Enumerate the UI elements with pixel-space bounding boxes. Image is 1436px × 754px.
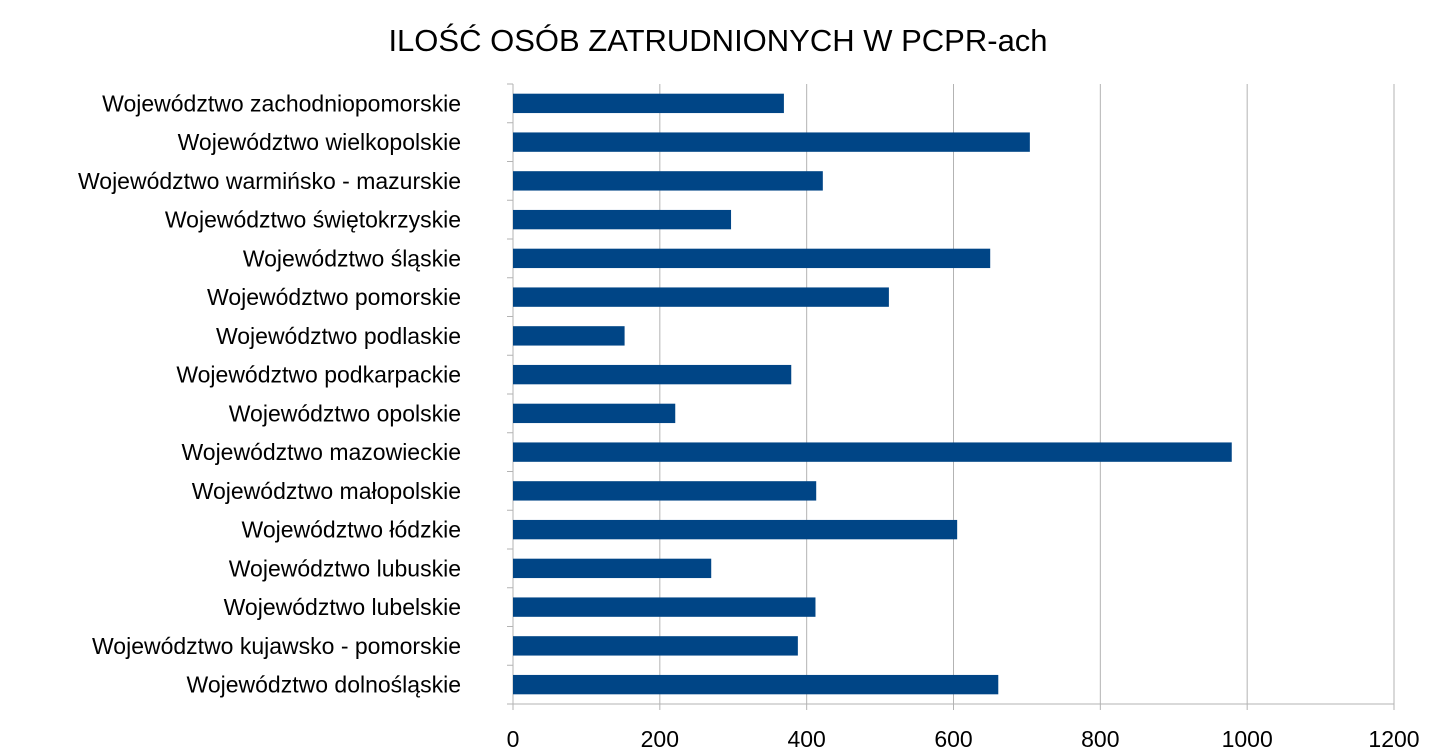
bar [513, 674, 999, 695]
chart-title: ILOŚĆ OSÓB ZATRUDNIONYCH W PCPR-ach [388, 22, 1047, 58]
bar [513, 248, 991, 269]
bar [513, 209, 732, 230]
category-label: Województwo podkarpackie [176, 362, 461, 388]
category-label: Województwo małopolskie [192, 478, 461, 504]
category-label: Województwo dolnośląskie [187, 672, 461, 698]
x-tick-label: 400 [787, 726, 825, 752]
category-label: Województwo lubelskie [224, 594, 461, 620]
category-labels: Województwo zachodniopomorskie Województw… [78, 90, 461, 697]
bar [513, 442, 1232, 462]
category-label: Województwo zachodniopomorskie [102, 90, 461, 116]
bar [513, 558, 712, 579]
category-label: Województwo kujawsko - pomorskie [92, 633, 461, 659]
category-label: Województwo pomorskie [207, 284, 461, 310]
x-tick-label: 0 [507, 726, 520, 752]
category-label: Województwo śląskie [243, 245, 461, 271]
x-tick-label: 800 [1081, 726, 1119, 752]
bar [513, 481, 817, 501]
bars [513, 93, 1232, 695]
bar [513, 519, 958, 540]
x-tick-label: 600 [934, 726, 972, 752]
category-label: Województwo wielkopolskie [178, 129, 461, 155]
category-label: Województwo mazowieckie [181, 439, 461, 465]
bar [513, 171, 823, 191]
bar [513, 636, 798, 656]
category-label: Województwo lubuskie [229, 555, 461, 581]
bar [513, 132, 1030, 152]
x-tick-label: 1200 [1368, 726, 1419, 752]
category-label: Województwo podlaskie [216, 323, 461, 349]
category-label: Województwo łódzkie [242, 517, 461, 543]
bar [513, 93, 784, 114]
x-tick-label: 200 [641, 726, 679, 752]
bar [513, 287, 889, 307]
bar [513, 403, 676, 424]
category-label: Województwo opolskie [229, 400, 461, 426]
bar [513, 597, 816, 617]
category-label: Województwo świętokrzyskie [165, 207, 461, 233]
category-label: Województwo warmińsko - mazurskie [78, 168, 461, 194]
x-axis: 0 200 400 600 800 1000 1200 [507, 83, 1420, 752]
bar [513, 326, 625, 346]
x-tick-label: 1000 [1222, 726, 1273, 752]
bar [513, 364, 792, 385]
